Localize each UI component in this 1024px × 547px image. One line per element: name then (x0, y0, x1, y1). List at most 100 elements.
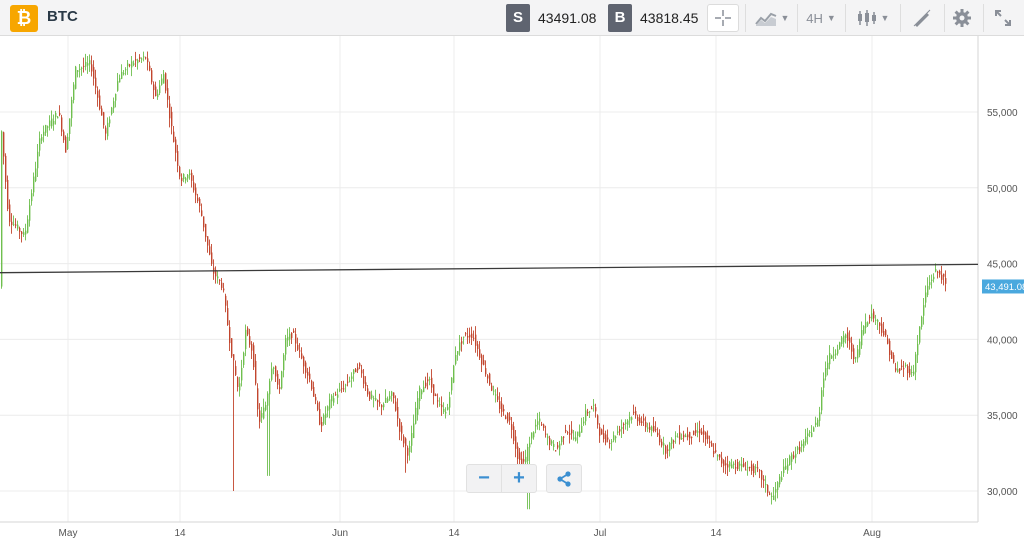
candle-body (603, 433, 605, 440)
candle-body (617, 431, 619, 433)
candle-body (409, 445, 411, 453)
candle-body (847, 332, 849, 341)
candle-body (687, 434, 689, 438)
chevron-down-icon: ▼ (880, 13, 890, 23)
candle-body (377, 400, 379, 403)
candle-body (363, 375, 365, 384)
candle-body (133, 63, 135, 65)
candle-body (435, 394, 437, 396)
candle-body (407, 447, 409, 456)
chart-toolbar: ₿ BTC S 43491.08 B 43818.45 ▼ 4H ▼ ▼ (0, 0, 1024, 36)
candle-body (803, 441, 805, 448)
timeframe-label: 4H (806, 10, 823, 26)
candle-body (601, 429, 603, 435)
timeframe-button[interactable]: 4H ▼ (803, 4, 839, 32)
candle-body (287, 336, 289, 341)
chart-type-button[interactable]: ▼ (752, 4, 792, 32)
candle-body (295, 334, 297, 344)
candle-body (315, 397, 317, 401)
candle-body (117, 81, 119, 91)
candle-body (131, 61, 133, 68)
candle-body (165, 73, 167, 91)
candle-body (545, 433, 547, 435)
candle-body (639, 417, 641, 424)
buy-price-button[interactable]: B 43818.45 (608, 4, 698, 32)
candle-body (367, 388, 369, 395)
candle-body (399, 419, 401, 432)
candle-body (463, 336, 465, 338)
candle-body (773, 495, 775, 501)
candle-body (565, 430, 567, 432)
candle-body (97, 90, 99, 98)
candle-body (913, 371, 915, 375)
candle-body (833, 354, 835, 356)
candle-body (619, 429, 621, 432)
fullscreen-icon (995, 10, 1011, 26)
sell-tag: S (506, 4, 530, 32)
candle-body (497, 396, 499, 400)
candle-body (323, 414, 325, 424)
candle-body (751, 464, 753, 471)
price-tick-label: 50,000 (987, 184, 1018, 195)
candle-body (247, 328, 249, 335)
candle-body (37, 151, 39, 169)
drawing-tools-button[interactable] (906, 4, 938, 32)
candle-body (933, 276, 935, 280)
indicators-button[interactable]: ▼ (852, 4, 894, 32)
candle-body (457, 351, 459, 355)
candle-body (791, 454, 793, 462)
candle-body (441, 404, 443, 408)
candle-body (105, 127, 107, 134)
candle-body (741, 464, 743, 467)
candle-body (673, 440, 675, 443)
zoom-in-button[interactable]: + (501, 465, 536, 492)
candle-body (519, 452, 521, 461)
share-button[interactable] (547, 465, 581, 492)
candle-body (321, 422, 323, 427)
candle-body (745, 469, 747, 471)
candle-body (599, 427, 601, 436)
zoom-out-button[interactable]: − (478, 467, 490, 489)
candle-body (7, 179, 9, 210)
candle-body (681, 438, 683, 440)
candle-body (527, 447, 529, 462)
fullscreen-button[interactable] (988, 4, 1018, 32)
candle-body (493, 390, 495, 392)
candle-body (425, 382, 427, 387)
candle-body (237, 377, 239, 387)
price-axis: 30,000 35,000 40,000 45,000 50,000 55,000 (987, 108, 1018, 498)
candle-body (279, 387, 281, 390)
crosshair-button[interactable] (707, 4, 739, 32)
candle-body (495, 394, 497, 396)
candle-body (529, 443, 531, 448)
candle-body (205, 223, 207, 238)
candle-body (935, 268, 937, 272)
settings-button[interactable] (948, 4, 976, 32)
candle-body (893, 355, 895, 363)
candle-body (555, 450, 557, 452)
candle-body (523, 459, 525, 462)
candle-body (517, 446, 519, 459)
candle-body (521, 458, 523, 466)
candle-body (265, 405, 267, 411)
candle-body (663, 443, 665, 446)
candle-body (163, 74, 165, 84)
candle-body (605, 434, 607, 443)
sell-price-button[interactable]: S 43491.08 (506, 4, 596, 32)
time-tick-label: Aug (863, 528, 881, 539)
candle-body (563, 436, 565, 438)
candle-body (583, 421, 585, 424)
candle-body (391, 391, 393, 396)
candle-body (787, 464, 789, 471)
candle-body (727, 464, 729, 468)
candle-body (447, 407, 449, 410)
candle-body (459, 342, 461, 351)
horizontal-line[interactable] (0, 263, 979, 274)
candle-body (571, 429, 573, 434)
price-chart[interactable]: 30,000 35,000 40,000 45,000 50,000 55,000 May… (0, 36, 1024, 547)
candle-body (643, 418, 645, 421)
candle-body (45, 124, 47, 133)
candle-body (125, 69, 127, 71)
candle-body (887, 338, 889, 344)
candle-body (245, 329, 247, 350)
